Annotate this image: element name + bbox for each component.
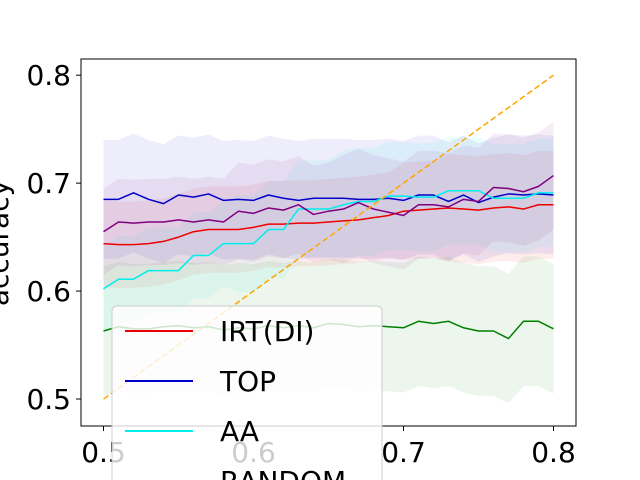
y-axis: 0.5 0.6 0.7 0.8 (26, 59, 81, 416)
legend-label-irt-di: IRT(DI) (220, 315, 314, 348)
y-tick-label: 0.7 (26, 167, 71, 200)
legend-label-top: TOP (219, 365, 276, 398)
y-axis-label: accuracy (0, 180, 15, 306)
legend-label-random: RANDOM (220, 465, 346, 480)
legend: IRT(DI) TOP AA RANDOM (112, 306, 382, 480)
legend-label-aa: AA (220, 415, 259, 448)
x-tick-label: 0.7 (381, 436, 426, 469)
x-tick-label: 0.8 (531, 436, 576, 469)
y-tick-label: 0.8 (26, 59, 71, 92)
y-tick-label: 0.6 (26, 275, 71, 308)
y-tick-label: 0.5 (26, 383, 71, 416)
